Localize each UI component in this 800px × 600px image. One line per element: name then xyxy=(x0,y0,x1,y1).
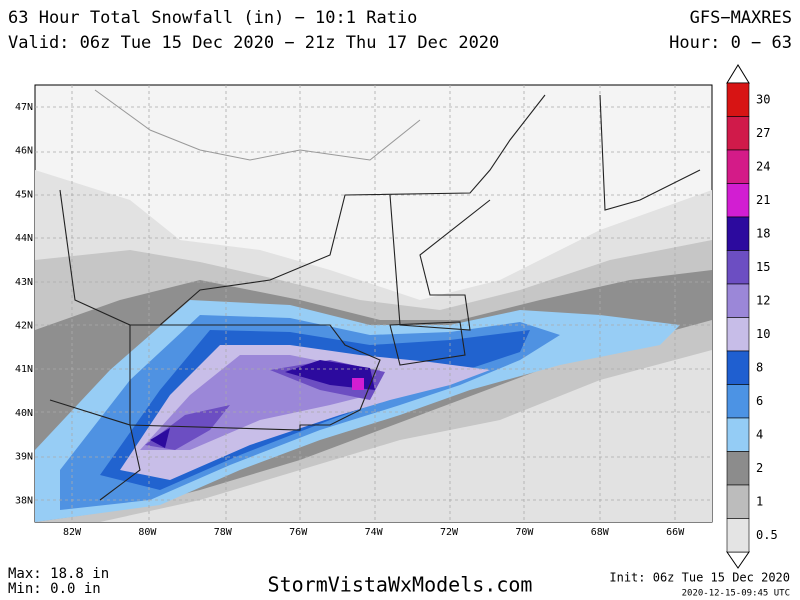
legend-label: 4 xyxy=(756,427,763,441)
lat-label: 41N xyxy=(15,364,33,375)
legend-label: 15 xyxy=(756,260,770,274)
min: Min: 0.0 in xyxy=(8,581,101,597)
legend-swatch xyxy=(726,451,750,486)
legend-swatch xyxy=(726,518,750,553)
legend-label: 30 xyxy=(756,92,770,106)
lon-label: 76W xyxy=(289,527,308,538)
lon-label: 74W xyxy=(365,527,384,538)
lon-label: 66W xyxy=(666,527,685,538)
legend-label: 6 xyxy=(756,394,763,408)
legend-swatch xyxy=(726,417,750,452)
lon-label: 82W xyxy=(63,527,82,538)
legend-label: 2 xyxy=(756,461,763,475)
borders xyxy=(49,89,701,501)
lon-labels: 82W 80W 78W 76W 74W 72W 70W 68W 66W xyxy=(63,527,685,538)
legend-label: 1 xyxy=(756,494,763,508)
lat-label: 43N xyxy=(15,277,33,288)
legend-label: 0.5 xyxy=(756,528,778,542)
map xyxy=(34,84,713,523)
legend-swatch xyxy=(726,116,750,151)
lat-label: 45N xyxy=(15,189,33,200)
legend-swatch xyxy=(726,350,750,385)
legend-label: 18 xyxy=(756,226,770,240)
legend-swatch xyxy=(726,317,750,352)
lat-label: 47N xyxy=(15,102,33,113)
lat-labels: 47N 46N 45N 44N 43N 42N 41N 40N 39N 38N xyxy=(15,102,33,506)
legend-swatch xyxy=(726,149,750,184)
lon-label: 68W xyxy=(591,527,610,538)
legend-cap xyxy=(726,64,750,84)
legend-label: 27 xyxy=(756,126,770,140)
legend-label: 21 xyxy=(756,193,770,207)
legend-swatch xyxy=(726,216,750,251)
max: Max: 18.8 in xyxy=(8,566,109,582)
lon-label: 78W xyxy=(214,527,233,538)
legend-label: 10 xyxy=(756,327,770,341)
lat-label: 42N xyxy=(15,321,33,332)
lon-label: 80W xyxy=(138,527,157,538)
lat-label: 44N xyxy=(15,233,33,244)
legend-swatch xyxy=(726,183,750,218)
legend-swatch xyxy=(726,250,750,285)
model: GFS−MAXRES xyxy=(690,8,792,28)
legend-label: 8 xyxy=(756,360,763,374)
lat-label: 39N xyxy=(15,452,33,463)
lat-label: 46N xyxy=(15,146,33,157)
init: Init: 06z Tue 15 Dec 2020 xyxy=(609,571,790,585)
legend-label: 12 xyxy=(756,293,770,307)
legend-label: 24 xyxy=(756,159,770,173)
site: StormVistaWxModels.com xyxy=(268,573,533,597)
legend-swatch xyxy=(726,384,750,419)
grid xyxy=(35,85,712,522)
stamp: 2020-12-15-09:45 UTC xyxy=(682,589,790,599)
legend-swatch xyxy=(726,82,750,117)
title: 63 Hour Total Snowfall (in) − 10:1 Ratio xyxy=(8,8,417,28)
lon-label: 72W xyxy=(440,527,459,538)
lon-label: 70W xyxy=(515,527,534,538)
lat-label: 38N xyxy=(15,495,33,506)
hour: Hour: 0 − 63 xyxy=(669,33,792,53)
legend-cap xyxy=(726,551,750,569)
legend-swatch xyxy=(726,283,750,318)
valid: Valid: 06z Tue 15 Dec 2020 − 21z Thu 17 … xyxy=(8,33,499,53)
legend-swatch xyxy=(726,484,750,519)
lat-label: 40N xyxy=(15,408,33,419)
